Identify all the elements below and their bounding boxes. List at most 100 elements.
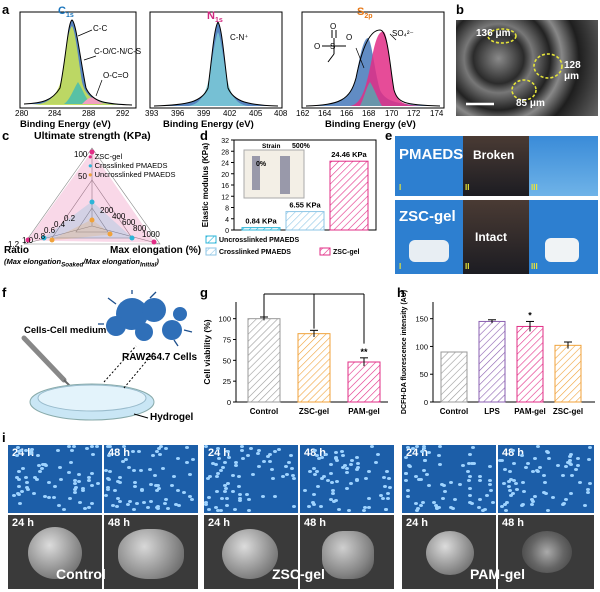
cell-nucleus [18, 502, 22, 505]
cell-nucleus [234, 464, 238, 467]
cell-nucleus [47, 496, 51, 499]
sample-0 [252, 156, 260, 190]
cell-nucleus [542, 474, 546, 477]
cell-nucleus [442, 484, 446, 487]
legend-item: ● Crosslinked PMAEDS [88, 161, 168, 170]
cell-sem [118, 529, 184, 579]
cell-nucleus [233, 508, 237, 511]
svg-text:O: O [330, 22, 336, 31]
s2p-tick: 170 [385, 109, 399, 118]
cell-nucleus [381, 497, 385, 500]
cell-nucleus [367, 497, 371, 500]
cell-nucleus [238, 497, 242, 500]
cell-nucleus [468, 487, 472, 490]
roman-ii: II [465, 183, 470, 192]
cell-nucleus [277, 448, 281, 451]
cell-nucleus [107, 454, 111, 457]
cell-nucleus [326, 479, 330, 482]
cell-nucleus [262, 460, 266, 463]
cell-nucleus [38, 470, 42, 473]
cell-sem [322, 531, 374, 579]
cell-nucleus [17, 485, 21, 488]
c1s-tick: 280 [15, 109, 29, 118]
cell-nucleus [176, 489, 180, 492]
cell-nucleus [157, 487, 161, 490]
cell-nucleus [472, 462, 476, 465]
cell-nucleus [158, 453, 162, 456]
cell-nucleus [24, 449, 28, 452]
cell-nucleus [174, 503, 178, 506]
time-label: 24 h [12, 517, 35, 529]
cell-nucleus [478, 498, 482, 501]
cell-nucleus [477, 506, 481, 509]
radar-ratio-tick: 0.8 [34, 232, 46, 241]
cell-nucleus [78, 501, 82, 504]
cell-nucleus [208, 475, 212, 478]
cell-nucleus [363, 506, 367, 509]
cell-nucleus [504, 509, 508, 512]
cell-nucleus [185, 461, 189, 464]
cell-nucleus [441, 497, 445, 500]
s2p-tick: 162 [296, 109, 310, 118]
group-label-zsc: ZSC-gel [272, 566, 325, 582]
n1s-tick: 405 [249, 109, 263, 118]
cell-nucleus [29, 452, 33, 455]
cell-nucleus [315, 470, 319, 473]
cell-nucleus [271, 477, 275, 480]
cell-nucleus [561, 474, 565, 477]
cell-nucleus [287, 461, 291, 464]
cell-sem [222, 529, 278, 579]
cell-nucleus [156, 484, 160, 487]
n1s-tick: 393 [145, 109, 159, 118]
cell-nucleus [204, 501, 208, 504]
cell-nucleus [488, 483, 492, 486]
cell-nucleus [257, 449, 261, 452]
cell-nucleus [111, 504, 115, 507]
cell-nucleus [313, 473, 317, 476]
cell-nucleus [511, 449, 515, 452]
cell-nucleus [126, 503, 130, 506]
radar-ratio-tick: 0.2 [64, 214, 76, 223]
cell-nucleus [404, 456, 408, 459]
cell-nucleus [331, 489, 335, 492]
cell-nucleus [349, 463, 353, 466]
cell-nucleus [345, 467, 349, 470]
cell-nucleus [43, 463, 47, 466]
cell-nucleus [135, 502, 139, 505]
cell-nucleus [149, 483, 153, 486]
cell-nucleus [29, 450, 33, 453]
x-tick-label: ZSC-gel [553, 407, 583, 416]
cell-nucleus [172, 475, 176, 478]
cell-nucleus [115, 505, 119, 508]
cell-nucleus [247, 498, 251, 501]
cell-nucleus [266, 455, 270, 458]
cell-nucleus [25, 481, 29, 484]
c1s-ann-oco: O-C=O [103, 71, 129, 80]
cell-nucleus [350, 459, 354, 462]
cell-nucleus [315, 454, 319, 457]
fluor-control-48h: 48 h [104, 445, 198, 513]
cell-nucleus [73, 482, 77, 485]
bar [440, 351, 468, 403]
cell-nucleus [340, 450, 344, 453]
sem-control-48h: 48 h [104, 515, 198, 589]
cell-nucleus [458, 483, 462, 486]
value-label: 6.55 KPa [289, 201, 321, 210]
cell-nucleus [106, 488, 110, 491]
cell-nucleus [524, 466, 528, 469]
cell-nucleus [237, 485, 241, 488]
cell-nucleus [509, 494, 513, 497]
cell-nucleus [292, 477, 296, 480]
panel-label-c: c [2, 128, 10, 143]
cell-nucleus [240, 445, 244, 448]
cell-nucleus [505, 501, 509, 504]
cell-nucleus [461, 464, 465, 467]
cell-nucleus [207, 508, 211, 511]
cell-nucleus [485, 494, 489, 497]
cell-nucleus [90, 502, 94, 505]
cell-nucleus [216, 472, 220, 475]
radar-ratio-def: (Max elongationSoaked/Max elongationInit… [4, 257, 159, 269]
cell-nucleus [128, 500, 132, 503]
cell-nucleus [292, 505, 296, 508]
cell-nucleus [356, 466, 360, 469]
